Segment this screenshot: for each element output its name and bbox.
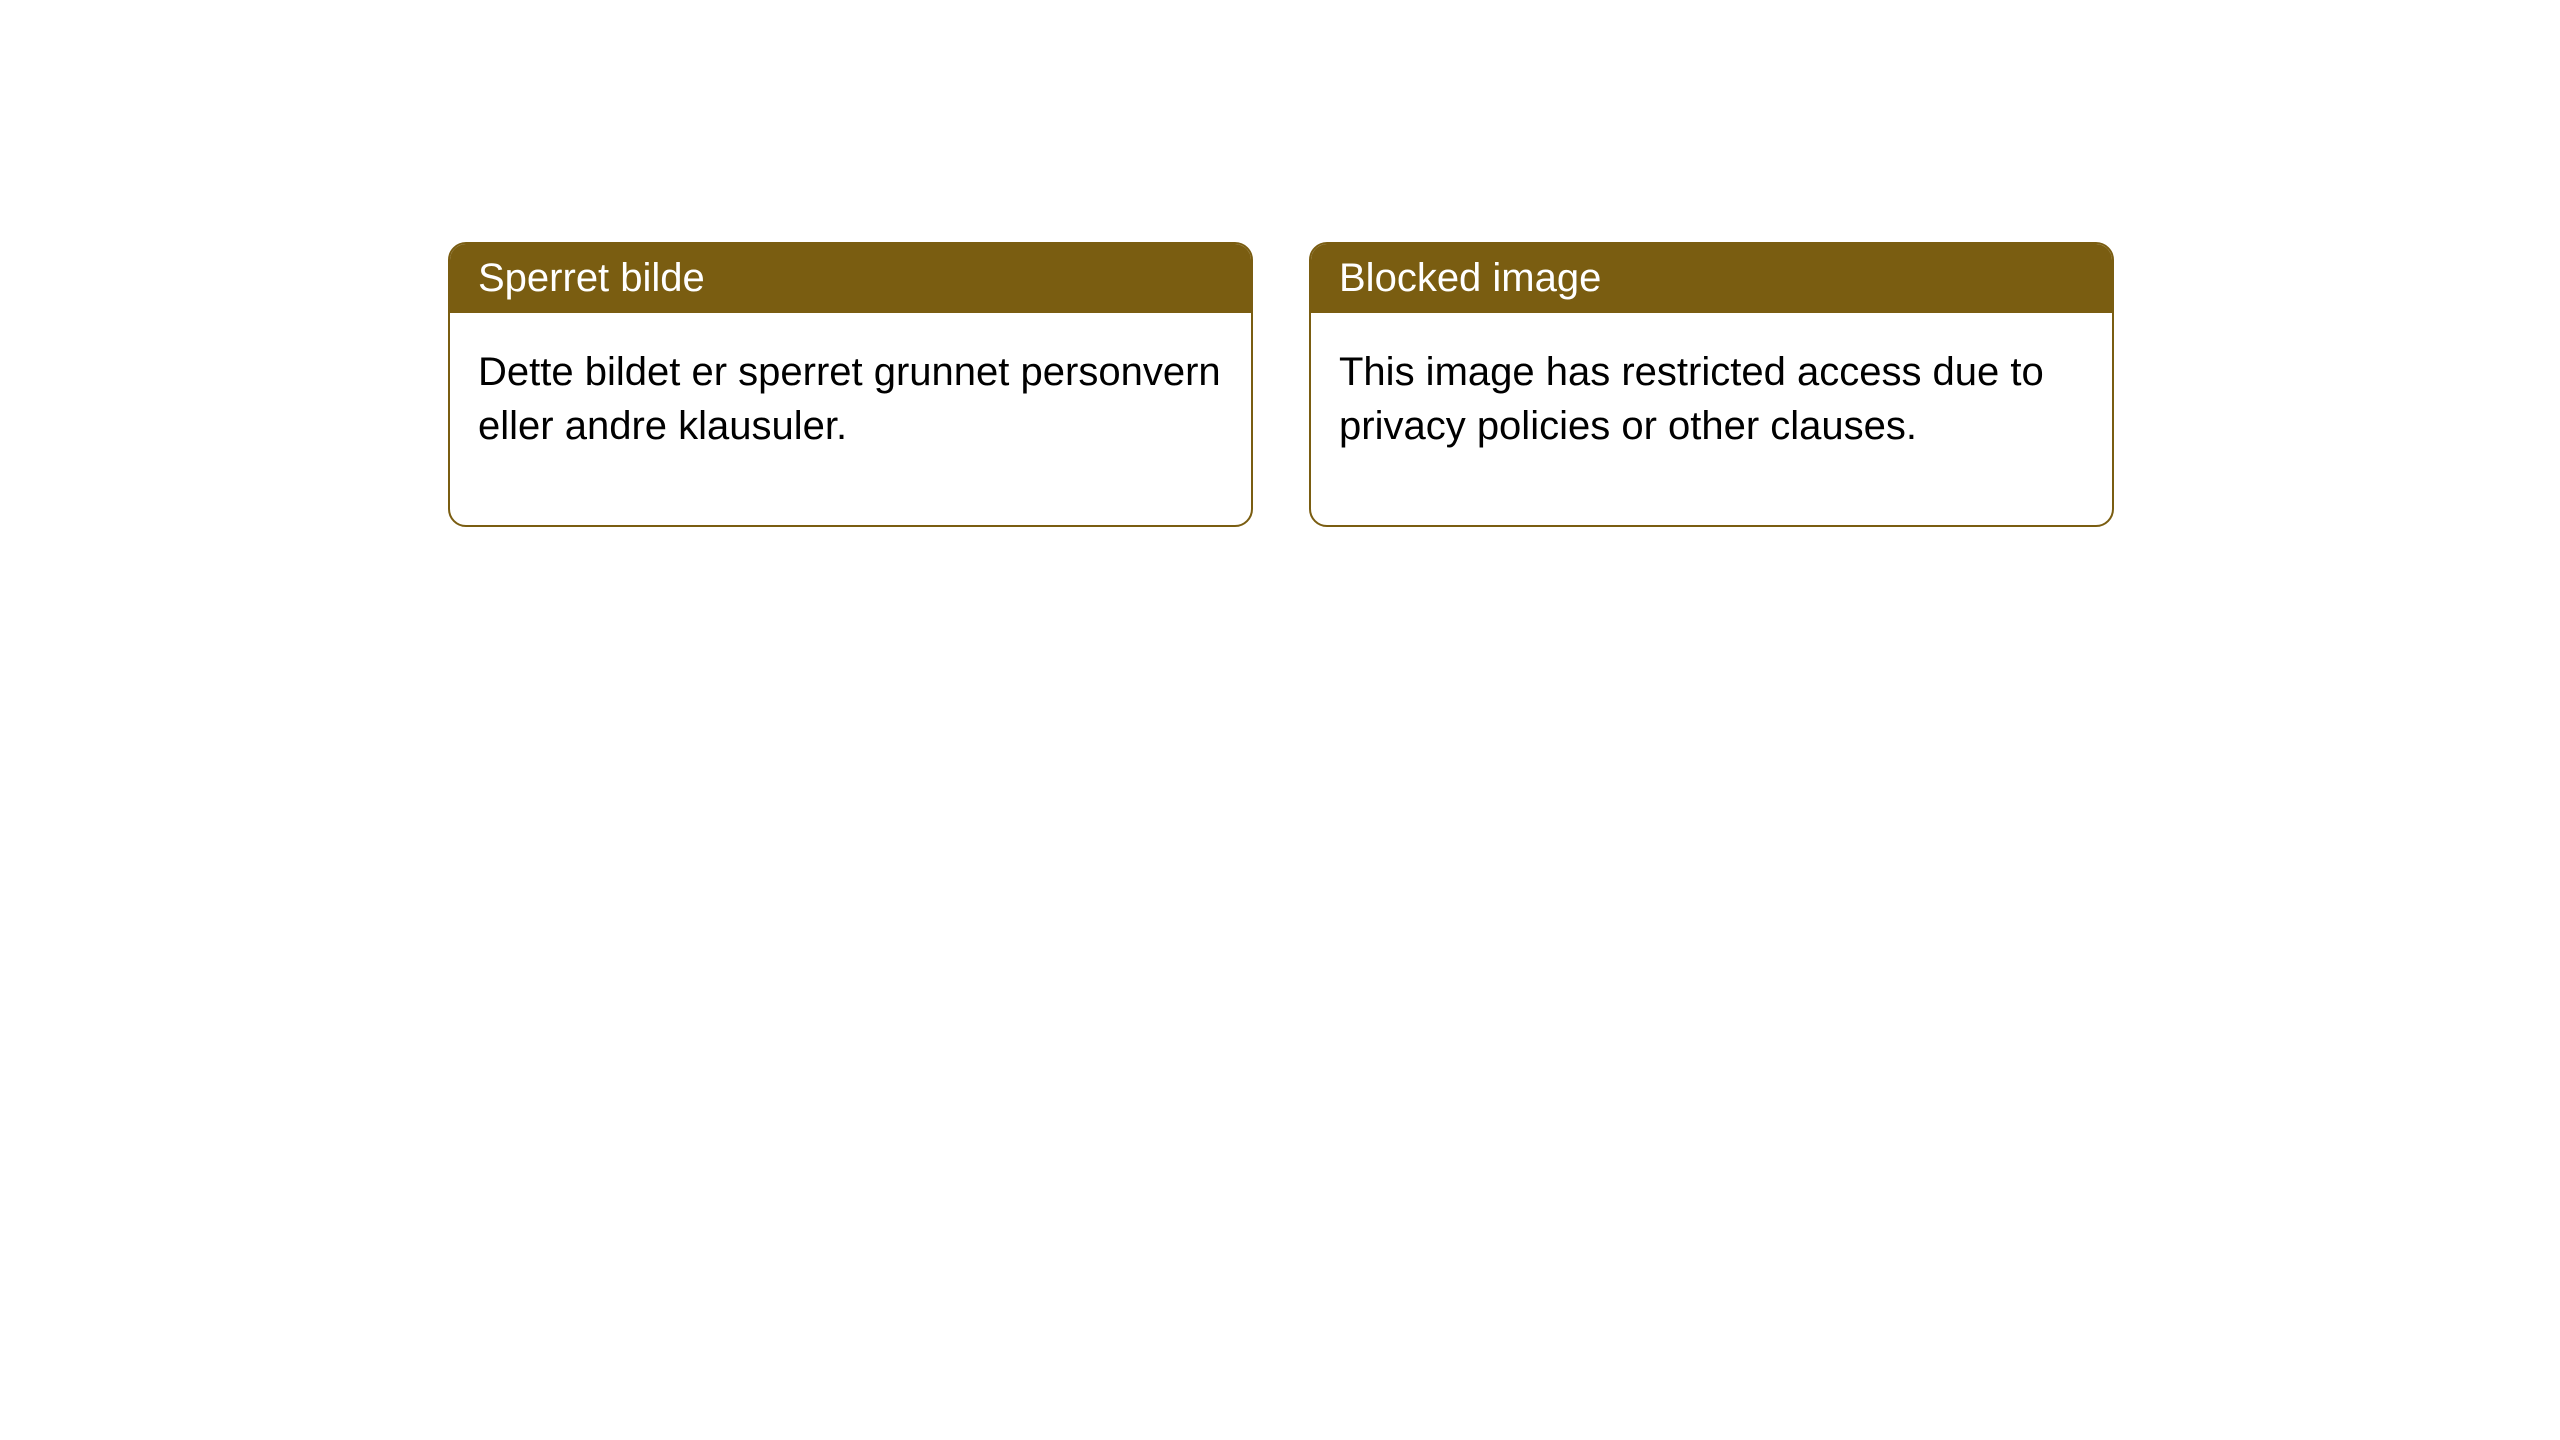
notice-header-norwegian: Sperret bilde [450, 244, 1251, 313]
notice-title-norwegian: Sperret bilde [478, 256, 705, 300]
notice-container: Sperret bilde Dette bildet er sperret gr… [448, 242, 2114, 527]
notice-text-english: This image has restricted access due to … [1339, 350, 2044, 448]
notice-title-english: Blocked image [1339, 256, 1601, 300]
notice-card-norwegian: Sperret bilde Dette bildet er sperret gr… [448, 242, 1253, 527]
notice-header-english: Blocked image [1311, 244, 2112, 313]
notice-body-norwegian: Dette bildet er sperret grunnet personve… [450, 313, 1251, 525]
notice-card-english: Blocked image This image has restricted … [1309, 242, 2114, 527]
notice-text-norwegian: Dette bildet er sperret grunnet personve… [478, 350, 1221, 448]
notice-body-english: This image has restricted access due to … [1311, 313, 2112, 525]
